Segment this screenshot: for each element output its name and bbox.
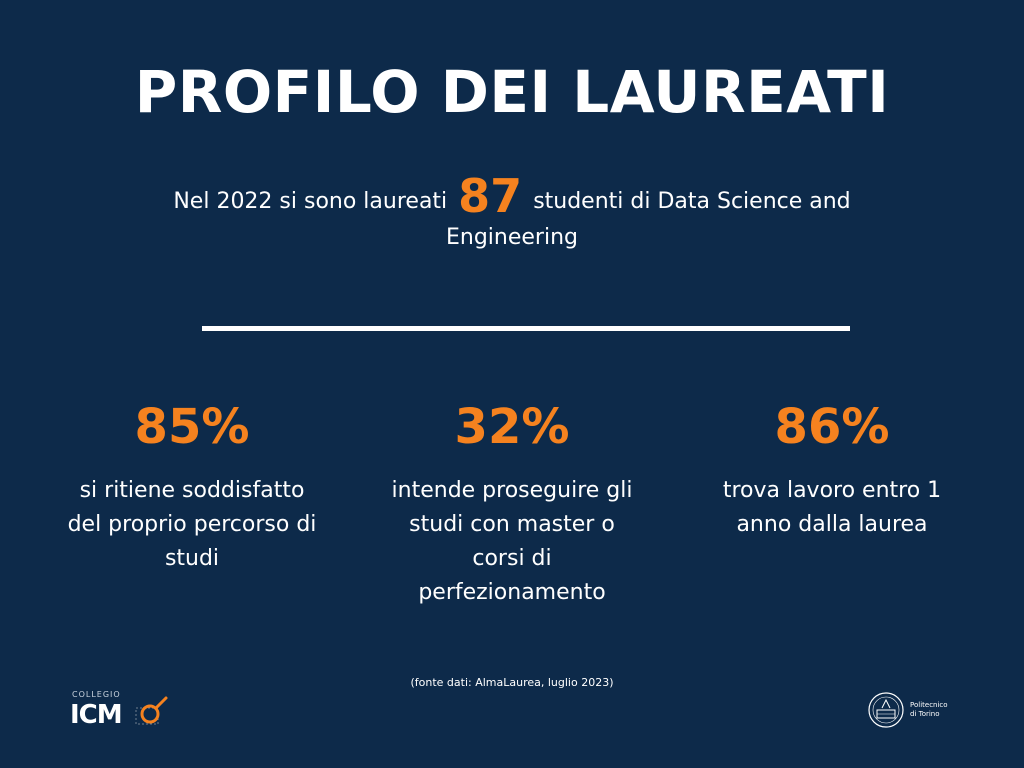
stat-employment: 86% trova lavoro entro 1 anno dalla laur… <box>702 392 962 542</box>
stat-description: trova lavoro entro 1 anno dalla laurea <box>722 478 942 537</box>
polito-name: Politecnico di Torino <box>910 701 948 719</box>
stat-description: intende proseguire gli studi con master … <box>391 478 633 605</box>
magnifier-icon <box>135 696 168 725</box>
polito-line1: Politecnico <box>910 701 948 709</box>
graduates-count: 87 <box>458 169 523 223</box>
intro-after: studenti di Data Science and Engineering <box>446 189 851 250</box>
stat-description: si ritiene soddisfatto del proprio perco… <box>67 478 317 571</box>
intro-text: Nel 2022 si sono laureati 87 studenti di… <box>160 173 864 256</box>
data-source-note: (fonte dati: AlmaLaurea, luglio 2023) <box>410 676 614 689</box>
logo-icm-text: ICM <box>70 700 123 730</box>
intro-before: Nel 2022 si sono laureati <box>173 189 448 214</box>
divider <box>202 326 850 331</box>
polito-line2: di Torino <box>910 710 940 718</box>
page-title: PROFILO DEI LAUREATI <box>134 58 890 126</box>
polito-logo: Politecnico di Torino <box>866 690 966 730</box>
stat-value: 32% <box>454 399 570 455</box>
stat-satisfaction: 85% si ritiene soddisfatto del proprio p… <box>62 392 322 576</box>
polito-seal-icon <box>868 692 904 728</box>
stat-value: 86% <box>774 399 890 455</box>
stat-further-studies: 32% intende proseguire gli studi con mas… <box>382 392 642 610</box>
collegio-icm-logo: COLLEGIO ICM <box>70 690 180 734</box>
logo-collegio-text: COLLEGIO <box>72 690 121 699</box>
stat-value: 85% <box>134 399 250 455</box>
